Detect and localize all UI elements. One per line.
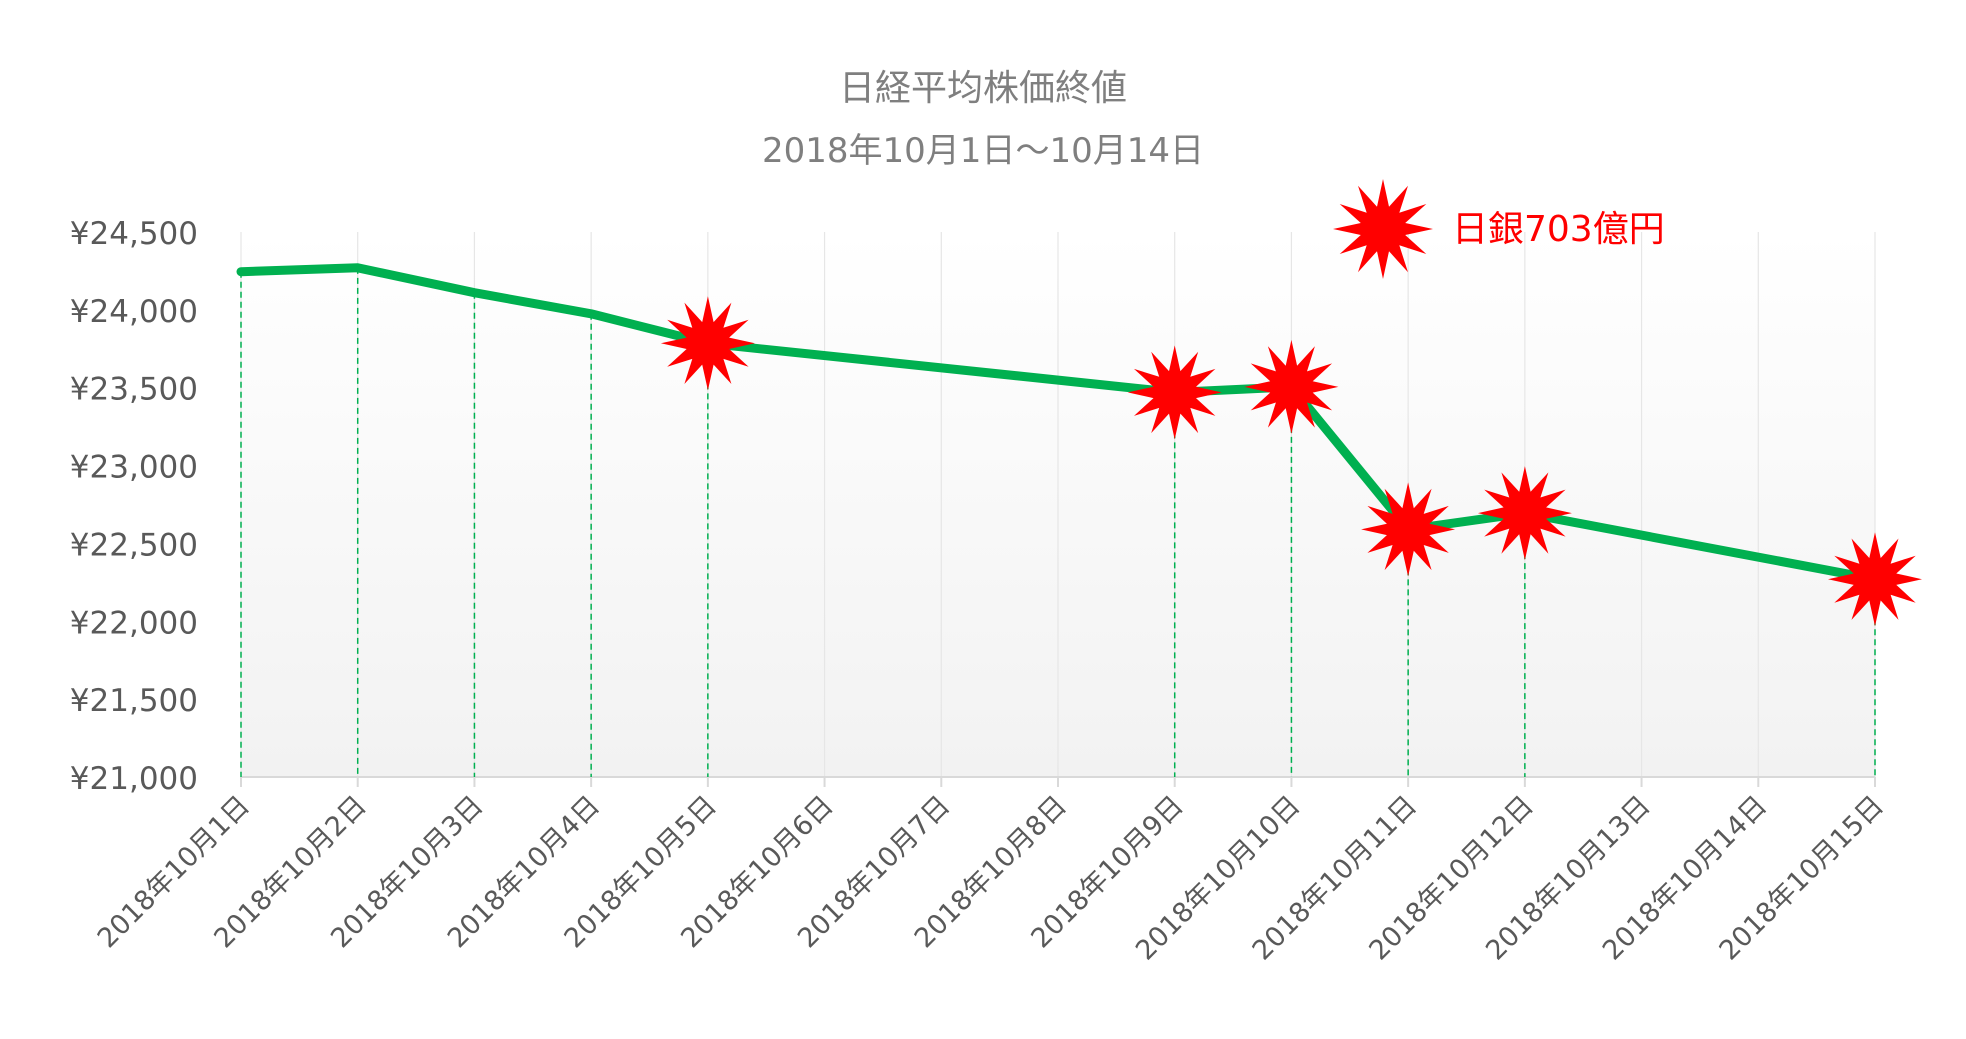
y-axis: ¥21,000 ¥21,500 ¥22,000 ¥22,500 ¥23,000 ¥23,5…	[70, 216, 198, 797]
data-point	[589, 311, 594, 316]
boj-markers	[660, 296, 1922, 627]
y-tick-label: ¥23,500	[70, 372, 198, 408]
chart-title: 日経平均株価終値	[839, 68, 1127, 109]
y-tick-label: ¥23,000	[70, 450, 198, 486]
series-line	[236, 263, 1880, 584]
y-tick-label: ¥24,500	[70, 216, 198, 252]
drop-lines	[240, 267, 1876, 777]
boj-starburst-marker	[1828, 532, 1922, 627]
legend-starburst-shape	[1333, 179, 1433, 279]
y-tick-label: ¥22,500	[70, 527, 198, 563]
legend: 日銀703億円	[1333, 179, 1665, 279]
data-point	[239, 269, 243, 274]
y-tick-label: ¥24,000	[70, 294, 198, 330]
chart-subtitle: 2018年10月1日～10月14日	[762, 131, 1204, 171]
data-point	[472, 290, 477, 295]
data-point	[355, 265, 360, 270]
x-axis: 2018年10月1日2018年10月2日2018年10月3日2018年10月4日…	[92, 776, 1890, 966]
boj-starburst-marker	[1477, 466, 1572, 561]
y-tick-label: ¥22,000	[70, 605, 198, 641]
y-tick-label: ¥21,000	[70, 761, 198, 797]
legend-starburst-marker	[1333, 179, 1433, 279]
boj-starburst-marker	[1361, 482, 1456, 577]
legend-label: 日銀703億円	[1452, 209, 1665, 250]
boj-starburst-marker	[1127, 345, 1222, 440]
boj-starburst-marker	[660, 296, 755, 391]
boj-starburst-marker	[1244, 339, 1339, 434]
y-tick-label: ¥21,500	[70, 683, 198, 719]
